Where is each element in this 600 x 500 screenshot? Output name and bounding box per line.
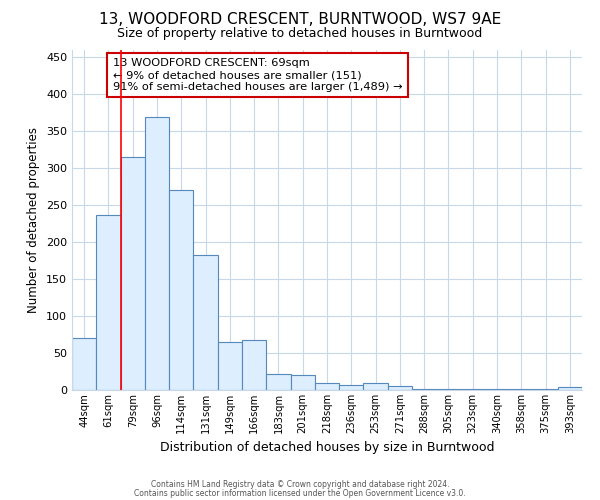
Bar <box>436 388 461 390</box>
Text: Contains HM Land Registry data © Crown copyright and database right 2024.: Contains HM Land Registry data © Crown c… <box>151 480 449 489</box>
Bar <box>72 338 96 390</box>
Bar <box>339 385 364 390</box>
Bar <box>364 382 388 390</box>
Bar <box>242 340 266 390</box>
Text: 13, WOODFORD CRESCENT, BURNTWOOD, WS7 9AE: 13, WOODFORD CRESCENT, BURNTWOOD, WS7 9A… <box>99 12 501 28</box>
Bar <box>412 388 436 390</box>
Y-axis label: Number of detached properties: Number of detached properties <box>28 127 40 313</box>
Text: 13 WOODFORD CRESCENT: 69sqm
← 9% of detached houses are smaller (151)
91% of sem: 13 WOODFORD CRESCENT: 69sqm ← 9% of deta… <box>113 58 403 92</box>
Bar <box>121 157 145 390</box>
X-axis label: Distribution of detached houses by size in Burntwood: Distribution of detached houses by size … <box>160 442 494 454</box>
Bar <box>388 386 412 390</box>
Bar <box>145 116 169 390</box>
Bar <box>193 254 218 390</box>
Bar <box>461 388 485 390</box>
Bar <box>290 375 315 390</box>
Bar <box>315 382 339 390</box>
Bar <box>169 190 193 390</box>
Bar <box>558 387 582 390</box>
Bar <box>266 374 290 390</box>
Text: Size of property relative to detached houses in Burntwood: Size of property relative to detached ho… <box>118 28 482 40</box>
Text: Contains public sector information licensed under the Open Government Licence v3: Contains public sector information licen… <box>134 488 466 498</box>
Bar <box>96 215 121 390</box>
Bar <box>218 342 242 390</box>
